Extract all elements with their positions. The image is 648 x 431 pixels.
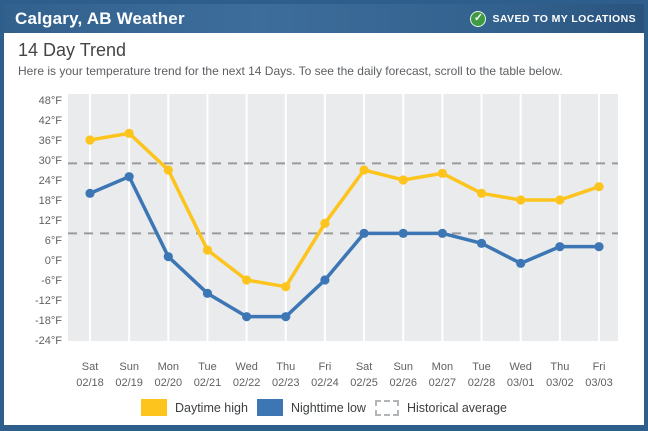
svg-text:02/27: 02/27 — [429, 377, 457, 389]
svg-text:02/18: 02/18 — [76, 377, 104, 389]
legend-item-nighttime-low: Nighttime low — [256, 399, 366, 416]
svg-text:36°F: 36°F — [39, 135, 63, 147]
saved-label: SAVED TO MY LOCATIONS — [492, 12, 636, 25]
section-title: 14 Day Trend — [18, 40, 127, 60]
svg-text:Sat: Sat — [82, 361, 99, 373]
svg-text:0°F: 0°F — [45, 255, 63, 267]
svg-text:-6°F: -6°F — [41, 275, 62, 287]
nighttime-low-swatch — [256, 399, 283, 416]
svg-text:30°F: 30°F — [39, 155, 63, 167]
check-icon: ✓ — [470, 10, 487, 27]
svg-text:12°F: 12°F — [39, 215, 63, 227]
svg-text:24°F: 24°F — [39, 175, 63, 187]
svg-text:03/01: 03/01 — [507, 377, 535, 389]
svg-text:02/24: 02/24 — [311, 377, 339, 389]
svg-text:Sat: Sat — [356, 361, 373, 373]
svg-text:Tue: Tue — [472, 361, 491, 373]
svg-text:-24°F: -24°F — [35, 335, 62, 347]
daytime-high-label: Daytime high — [174, 400, 248, 415]
svg-text:Mon: Mon — [158, 361, 179, 373]
svg-text:02/21: 02/21 — [194, 377, 222, 389]
svg-text:02/20: 02/20 — [155, 377, 183, 389]
svg-text:Thu: Thu — [550, 361, 569, 373]
svg-text:48°F: 48°F — [39, 95, 63, 107]
historical-average-label: Historical average — [406, 400, 508, 415]
svg-text:Fri: Fri — [593, 361, 606, 373]
svg-text:03/02: 03/02 — [546, 377, 574, 389]
svg-text:Tue: Tue — [198, 361, 217, 373]
svg-text:Sun: Sun — [393, 361, 413, 373]
legend-item-daytime-high: Daytime high — [140, 399, 248, 416]
svg-text:42°F: 42°F — [39, 115, 63, 127]
svg-text:02/28: 02/28 — [468, 377, 496, 389]
svg-text:Wed: Wed — [509, 361, 531, 373]
svg-text:02/23: 02/23 — [272, 377, 300, 389]
svg-text:Sun: Sun — [119, 361, 139, 373]
svg-text:02/26: 02/26 — [389, 377, 417, 389]
svg-text:-12°F: -12°F — [35, 295, 62, 307]
svg-text:-18°F: -18°F — [35, 315, 62, 327]
chart-legend: Daytime high Nighttime low Historical av… — [4, 399, 644, 416]
svg-text:Thu: Thu — [276, 361, 295, 373]
daytime-high-swatch — [140, 399, 167, 416]
svg-text:Wed: Wed — [235, 361, 257, 373]
svg-text:Mon: Mon — [432, 361, 453, 373]
svg-text:6°F: 6°F — [45, 235, 63, 247]
page-title: Calgary, AB Weather — [15, 8, 185, 28]
svg-text:03/03: 03/03 — [585, 377, 613, 389]
widget-header: Calgary, AB Weather ✓ SAVED TO MY LOCATI… — [4, 4, 644, 33]
trend-chart: 48°F 42°F 36°F 30°F 24°F 18°F 12°F 6°F 0°F -6°F -1… — [35, 94, 618, 389]
saved-to-my-locations-button[interactable]: ✓ SAVED TO MY LOCATIONS — [470, 10, 636, 27]
svg-text:Fri: Fri — [319, 361, 332, 373]
section-description: Here is your temperature trend for the n… — [18, 64, 563, 78]
nighttime-low-label: Nighttime low — [290, 400, 366, 415]
svg-text:02/22: 02/22 — [233, 377, 261, 389]
legend-item-historical-average: Historical average — [374, 399, 508, 416]
svg-text:02/19: 02/19 — [115, 377, 143, 389]
historical-average-swatch — [374, 399, 399, 416]
svg-text:02/25: 02/25 — [350, 377, 378, 389]
svg-text:18°F: 18°F — [39, 195, 63, 207]
